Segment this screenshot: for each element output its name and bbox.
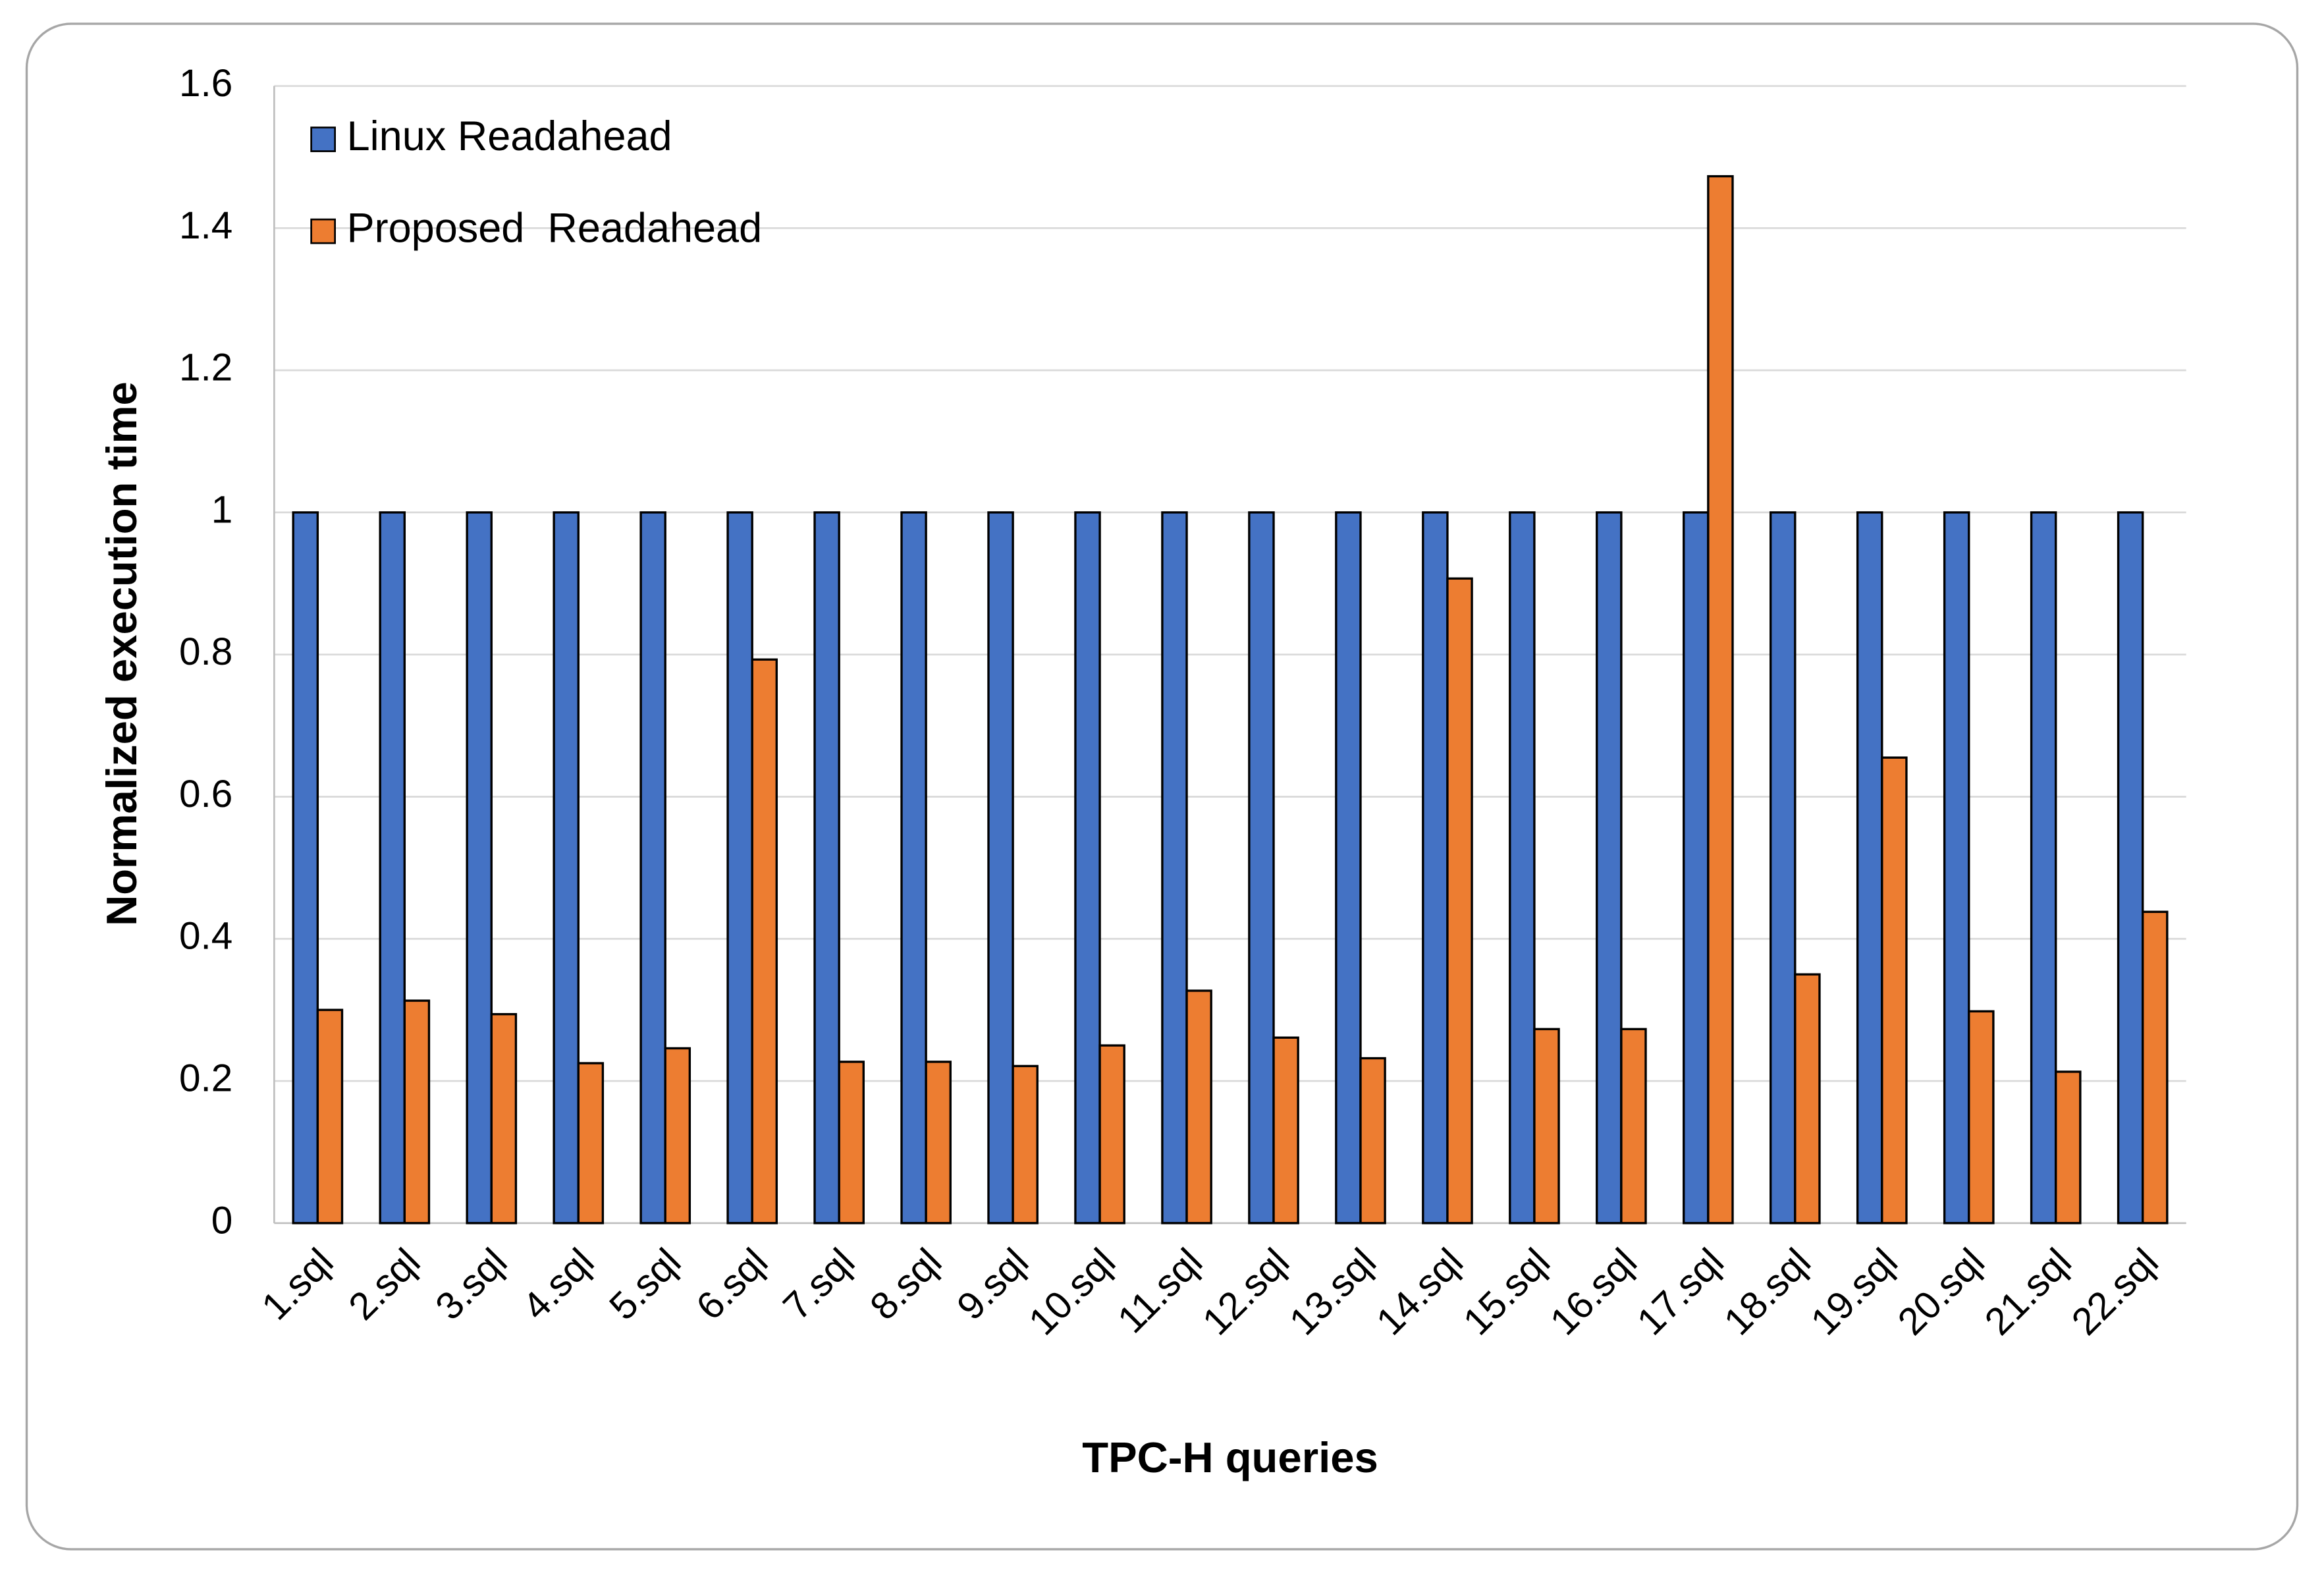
legend-swatch [310, 218, 336, 244]
bar [1074, 511, 1101, 1225]
y-tick-label: 0 [211, 1199, 233, 1242]
y-tick-label: 0.2 [179, 1057, 232, 1099]
bar [639, 511, 666, 1225]
y-tick-label: 1 [211, 488, 233, 531]
bar [466, 511, 493, 1225]
bar [1533, 1028, 1560, 1225]
legend-label: Linux Readahead [347, 113, 672, 159]
bar [1794, 973, 1821, 1225]
x-axis-title: TPC-H queries [1082, 1433, 1378, 1481]
bar [1770, 511, 1797, 1225]
y-tick-label: 0.4 [179, 915, 232, 958]
y-tick-label: 1.4 [179, 204, 232, 247]
bar [1509, 511, 1536, 1225]
bar [1683, 511, 1710, 1225]
bar [577, 1062, 605, 1225]
bar [1161, 511, 1188, 1225]
bar [813, 511, 840, 1225]
bar [987, 511, 1014, 1225]
bar [1856, 511, 1883, 1225]
bar [2117, 511, 2144, 1225]
bar [1272, 1036, 1299, 1225]
bar [726, 511, 753, 1225]
y-tick-label: 0.6 [179, 773, 232, 815]
y-tick-label: 1.2 [179, 346, 232, 389]
legend-swatch [310, 126, 336, 152]
bar [1098, 1044, 1125, 1225]
bar [1596, 511, 1623, 1225]
bar [1943, 511, 1970, 1225]
bar [751, 658, 778, 1225]
legend-label: Proposed Readahead [347, 206, 762, 252]
bar [490, 1012, 518, 1225]
bar [900, 511, 927, 1225]
bar [379, 511, 406, 1225]
bar [1335, 511, 1362, 1225]
bar [1359, 1057, 1386, 1225]
bar [2142, 910, 2169, 1225]
bar [553, 511, 580, 1225]
y-tick-label: 1.6 [179, 62, 232, 105]
bar [664, 1047, 691, 1225]
y-tick-label: 0.8 [179, 630, 232, 673]
bar [316, 1008, 344, 1225]
bar [2055, 1070, 2082, 1225]
bar [1422, 511, 1449, 1225]
bar [403, 999, 431, 1225]
bar [1968, 1010, 1995, 1225]
bar [292, 511, 319, 1225]
bar [1012, 1064, 1039, 1225]
bar [925, 1061, 952, 1225]
bar [2030, 511, 2057, 1225]
bar [838, 1061, 865, 1225]
y-axis-title: Normalized execution time [97, 381, 146, 926]
bar [1707, 175, 1734, 1225]
bar [1881, 756, 1908, 1225]
bar [1446, 577, 1473, 1225]
bar [1620, 1028, 1647, 1225]
bar [1185, 989, 1212, 1225]
bar [1248, 511, 1275, 1225]
